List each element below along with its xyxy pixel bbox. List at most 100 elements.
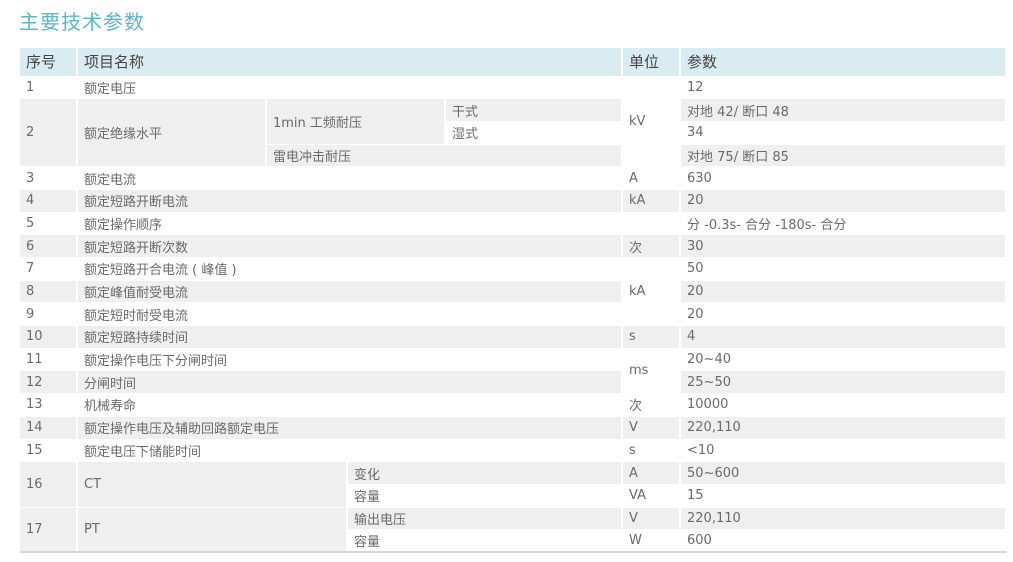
item-name: 额定操作电压下分闸时间 [77, 348, 624, 372]
sub-item: 雷电冲击耐压 [266, 144, 624, 168]
sub-item: 1min 工频耐压 [266, 98, 446, 145]
seq: 7 [20, 257, 78, 281]
table-row: 8 额定峰值耐受电流 20 [20, 280, 1008, 304]
seq: 9 [20, 302, 78, 327]
table-row: 12 分闸时间 25~50 [20, 370, 1008, 395]
seq: 11 [20, 348, 78, 372]
unit: kV [622, 76, 682, 168]
seq: 14 [20, 416, 78, 440]
table-row: 3 额定电流 A 630 [20, 166, 1008, 190]
unit: V [622, 416, 682, 440]
table-row: 14 额定操作电压及辅助回路额定电压 V 220,110 [20, 416, 1008, 440]
unit: ms [622, 348, 682, 395]
seq: 8 [20, 280, 78, 304]
param: 对地 42/ 断口 48 [680, 98, 1008, 122]
param: 50 [680, 257, 1008, 281]
item-name: 额定短时耐受电流 [77, 302, 624, 327]
item-name: 额定电流 [77, 166, 624, 190]
table-row: 16 CT 变化 A 50~600 [20, 461, 1008, 508]
item-name: 额定操作电压及辅助回路额定电压 [77, 416, 624, 440]
item-name: 额定电压 [77, 76, 624, 100]
item-name: PT [77, 507, 348, 554]
page-title: 主要技术参数 [19, 10, 145, 34]
param: 15 [680, 484, 1008, 508]
param: 20 [680, 189, 1008, 213]
unit: 次 [622, 393, 682, 417]
item-name: 机械寿命 [77, 393, 624, 417]
seq: 10 [20, 325, 78, 349]
table-row: 4 额定短路开断电流 kA 20 [20, 189, 1008, 213]
item-name: 额定电压下储能时间 [77, 439, 624, 463]
item-name: 额定短路开合电流 ( 峰值 ) [77, 257, 624, 281]
table-row: 雷电冲击耐压 对地 75/ 断口 85 [20, 144, 1008, 168]
table-row: 10 额定短路持续时间 s 4 [20, 325, 1008, 349]
item-name: 额定操作顺序 [77, 212, 624, 236]
param: 20~40 [680, 348, 1008, 372]
seq: 5 [20, 212, 78, 236]
seq: 2 [20, 98, 78, 168]
param: 220,110 [680, 416, 1008, 440]
unit [622, 212, 682, 236]
sub-item: 容量 [347, 529, 624, 554]
sub-item: 容量 [347, 484, 624, 508]
unit: kA [622, 257, 682, 327]
table-row: 7 额定短路开合电流 ( 峰值 ) kA 50 [20, 257, 1008, 327]
table-row: 17 PT 输出电压 V 220,110 [20, 507, 1008, 554]
item-name: 额定峰值耐受电流 [77, 280, 624, 304]
seq: 3 [20, 166, 78, 190]
table-row: 1 额定电压 kV 12 [20, 76, 1008, 168]
unit: A [622, 166, 682, 190]
unit: 次 [622, 234, 682, 258]
param: 20 [680, 280, 1008, 304]
item-name: 额定短路开断电流 [77, 189, 624, 213]
sub-item: 湿式 [445, 121, 624, 145]
sub-item: 输出电压 [347, 507, 624, 531]
table-row: 湿式 34 [20, 121, 1008, 145]
param: 630 [680, 166, 1008, 190]
table-row: 11 额定操作电压下分闸时间 ms 20~40 [20, 348, 1008, 395]
unit: VA [622, 484, 682, 508]
param: 12 [680, 76, 1008, 100]
unit: V [622, 507, 682, 531]
param: 分 -0.3s- 合分 -180s- 合分 [680, 212, 1008, 236]
table-header: 序号 项目名称 单位 参数 [20, 48, 1008, 77]
item-name: CT [77, 461, 348, 508]
header-seq: 序号 [20, 48, 78, 77]
param: 220,110 [680, 507, 1008, 531]
sub-item: 干式 [445, 98, 624, 122]
item-name: 额定短路开断次数 [77, 234, 624, 258]
header-unit: 单位 [622, 48, 682, 77]
table-row: 6 额定短路开断次数 次 30 [20, 234, 1008, 258]
seq: 6 [20, 234, 78, 258]
unit: W [622, 529, 682, 554]
param: 50~600 [680, 461, 1008, 485]
table-row: 9 额定短时耐受电流 20 [20, 302, 1008, 327]
table-row: 5 额定操作顺序 分 -0.3s- 合分 -180s- 合分 [20, 212, 1008, 236]
table-row: 容量 W 600 [20, 529, 1008, 554]
param: 20 [680, 302, 1008, 327]
seq: 4 [20, 189, 78, 213]
seq: 12 [20, 370, 78, 395]
param: <10 [680, 439, 1008, 463]
seq: 13 [20, 393, 78, 417]
table-row: 13 机械寿命 次 10000 [20, 393, 1008, 417]
param: 4 [680, 325, 1008, 349]
table-row: 容量 VA 15 [20, 484, 1008, 508]
item-name: 额定绝缘水平 [77, 98, 267, 168]
param: 10000 [680, 393, 1008, 417]
unit: kA [622, 189, 682, 213]
param: 对地 75/ 断口 85 [680, 144, 1008, 168]
param: 34 [680, 121, 1008, 145]
seq: 16 [20, 461, 78, 508]
param: 30 [680, 234, 1008, 258]
item-name: 分闸时间 [77, 370, 624, 395]
seq: 15 [20, 439, 78, 463]
table-row: 15 额定电压下储能时间 s <10 [20, 439, 1008, 463]
unit: s [622, 325, 682, 349]
table-row: 2 额定绝缘水平 1min 工频耐压 干式 对地 42/ 断口 48 [20, 98, 1008, 168]
param: 25~50 [680, 370, 1008, 395]
unit: s [622, 439, 682, 463]
tech-params-table: 序号 项目名称 单位 参数 1 额定电压 kV 12 2 额定绝缘水平 1min… [20, 48, 1008, 554]
header-name: 项目名称 [77, 48, 624, 77]
item-name: 额定短路持续时间 [77, 325, 624, 349]
